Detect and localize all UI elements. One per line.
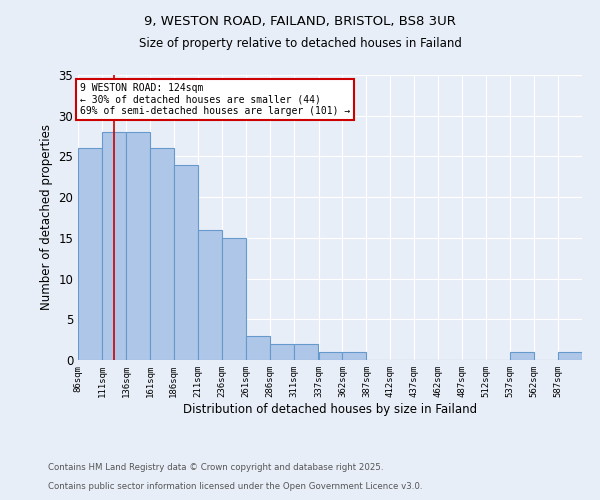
Bar [343,352,367,360]
Bar [293,344,317,360]
X-axis label: Distribution of detached houses by size in Failand: Distribution of detached houses by size … [183,402,477,415]
Text: 9 WESTON ROAD: 124sqm
← 30% of detached houses are smaller (44)
69% of semi-deta: 9 WESTON ROAD: 124sqm ← 30% of detached … [80,83,350,116]
Bar [558,352,582,360]
Text: 9, WESTON ROAD, FAILAND, BRISTOL, BS8 3UR: 9, WESTON ROAD, FAILAND, BRISTOL, BS8 3U… [144,15,456,28]
Text: Contains HM Land Registry data © Crown copyright and database right 2025.: Contains HM Land Registry data © Crown c… [48,464,383,472]
Bar [319,352,343,360]
Bar [245,336,269,360]
Y-axis label: Number of detached properties: Number of detached properties [40,124,53,310]
Bar [222,238,245,360]
Bar [150,148,174,360]
Bar [102,132,126,360]
Bar [126,132,150,360]
Text: Size of property relative to detached houses in Failand: Size of property relative to detached ho… [139,38,461,51]
Bar [174,164,198,360]
Bar [78,148,102,360]
Bar [510,352,534,360]
Text: Contains public sector information licensed under the Open Government Licence v3: Contains public sector information licen… [48,482,422,491]
Bar [269,344,293,360]
Bar [198,230,222,360]
